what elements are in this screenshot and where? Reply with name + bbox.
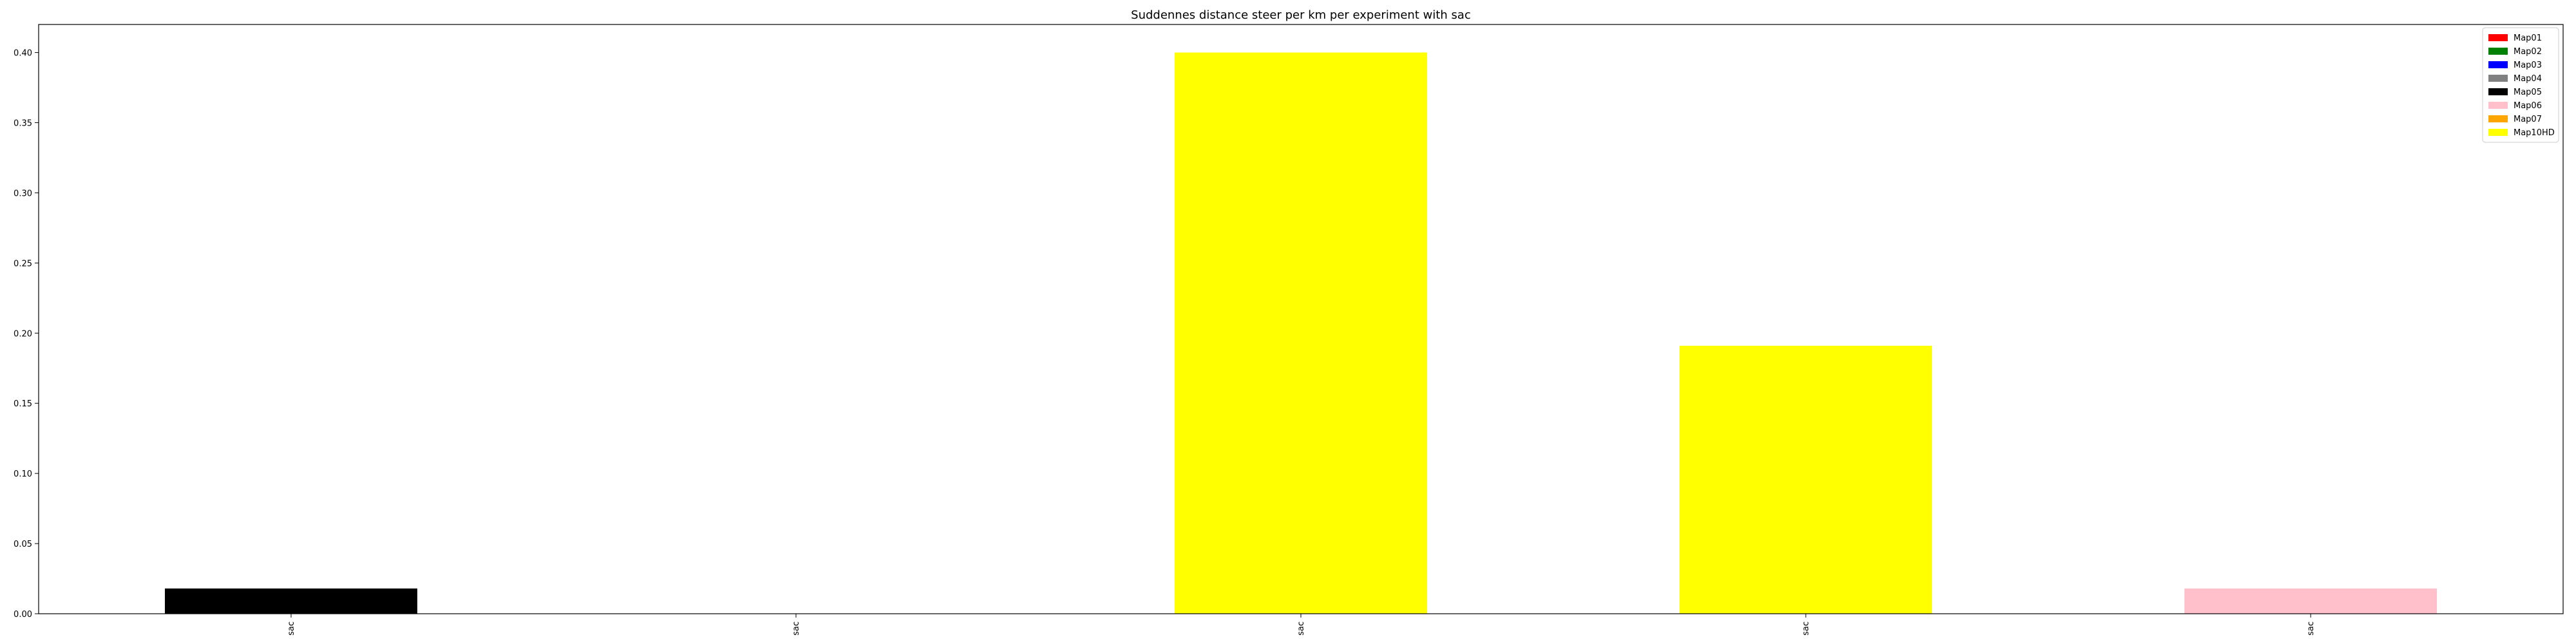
- legend-swatch: [2488, 88, 2508, 95]
- x-tick-label: sac: [791, 621, 801, 636]
- y-tick-label: 0.30: [14, 189, 32, 198]
- legend: Map01 Map02 Map03 Map04 Map05 Map06 Map07 Map10…: [2482, 27, 2559, 143]
- x-tick-label: sac: [1296, 621, 1306, 636]
- legend-label: Map10HD: [2514, 128, 2555, 138]
- y-tick-label: 0.00: [14, 610, 32, 620]
- bar-0: [165, 588, 417, 614]
- legend-label: Map06: [2514, 101, 2542, 111]
- legend-swatch: [2488, 61, 2508, 68]
- y-axis: 0.00 0.05 0.10 0.15 0.20 0.25 0.30 0.35 0.40: [14, 49, 39, 620]
- x-tick-label: sac: [2306, 621, 2316, 636]
- x-tick-label: sac: [287, 621, 296, 636]
- legend-swatch: [2488, 115, 2508, 122]
- legend-label: Map07: [2514, 115, 2542, 124]
- chart-title: Suddennes distance steer per km per expe…: [1131, 8, 1471, 22]
- legend-label: Map05: [2514, 88, 2542, 97]
- bar-3: [1680, 345, 1932, 614]
- y-tick-label: 0.35: [14, 119, 32, 129]
- legend-label: Map01: [2514, 33, 2542, 43]
- bars-layer: [165, 52, 2437, 614]
- y-tick-label: 0.25: [14, 259, 32, 269]
- legend-label: Map03: [2514, 61, 2542, 70]
- legend-swatch: [2488, 34, 2508, 41]
- legend-frame: [2482, 27, 2559, 143]
- legend-label: Map04: [2514, 74, 2542, 84]
- y-tick-label: 0.10: [14, 469, 32, 479]
- legend-swatch: [2488, 129, 2508, 136]
- bar-2: [1175, 52, 1427, 614]
- legend-swatch: [2488, 48, 2508, 55]
- y-tick-label: 0.20: [14, 329, 32, 339]
- x-tick-label: sac: [1801, 621, 1811, 636]
- x-axis: sac sac sac sac sac: [287, 614, 2316, 636]
- bar-4: [2184, 588, 2437, 614]
- y-tick-label: 0.40: [14, 49, 32, 59]
- legend-label: Map02: [2514, 47, 2542, 57]
- legend-swatch: [2488, 102, 2508, 109]
- legend-swatch: [2488, 75, 2508, 82]
- y-tick-label: 0.15: [14, 399, 32, 409]
- y-tick-label: 0.05: [14, 540, 32, 549]
